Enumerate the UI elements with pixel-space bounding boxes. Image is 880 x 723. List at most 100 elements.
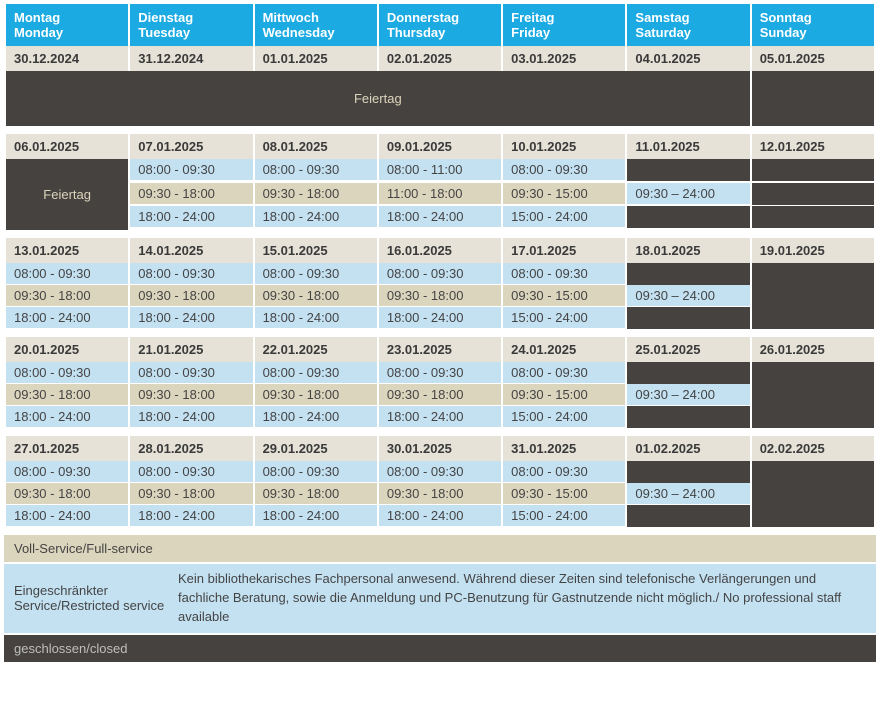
- time-slot: 15:00 - 24:00: [503, 406, 625, 427]
- time-slot: 09:30 - 15:00: [503, 483, 625, 504]
- date-row: 13.01.202514.01.202515.01.202516.01.2025…: [6, 238, 874, 263]
- time-slot: 09:30 - 18:00: [6, 384, 128, 405]
- legend-full-label: Voll-Service/Full-service: [14, 541, 153, 556]
- time-slot: 09:30 - 18:00: [130, 285, 252, 306]
- time-slot: 08:00 - 09:30: [255, 263, 377, 284]
- date-cell: 09.01.2025: [379, 134, 501, 159]
- time-slot: 08:00 - 11:00: [379, 159, 501, 180]
- time-slot: 18:00 - 24:00: [379, 206, 501, 227]
- holiday-label: Feiertag: [6, 71, 750, 126]
- header-tue: DienstagTuesday: [130, 4, 252, 46]
- time-slot: 15:00 - 24:00: [503, 505, 625, 526]
- closed-slot: [752, 183, 874, 205]
- closed-slot: [627, 263, 749, 285]
- closed-slot: [752, 362, 874, 384]
- closed-slot: [752, 483, 874, 505]
- date-row: 30.12.202431.12.202401.01.202502.01.2025…: [6, 46, 874, 71]
- date-cell: 17.01.2025: [503, 238, 625, 263]
- closed-slot: [752, 384, 874, 406]
- date-cell: 22.01.2025: [255, 337, 377, 362]
- header-sun: SonntagSunday: [752, 4, 874, 46]
- time-slot: 18:00 - 24:00: [379, 406, 501, 427]
- time-slot: 18:00 - 24:00: [255, 505, 377, 526]
- date-row: 20.01.202521.01.202522.01.202523.01.2025…: [6, 337, 874, 362]
- header-thu: DonnerstagThursday: [379, 4, 501, 46]
- time-slot: 08:00 - 09:30: [255, 362, 377, 383]
- closed-slot: [752, 307, 874, 329]
- closed-slot: [627, 505, 749, 527]
- spacer-row: [6, 329, 874, 337]
- date-cell: 24.01.2025: [503, 337, 625, 362]
- time-slot: 09:30 - 18:00: [255, 483, 377, 504]
- time-slot: 08:00 - 09:30: [6, 263, 128, 284]
- date-row: 06.01.202507.01.202508.01.202509.01.2025…: [6, 134, 874, 159]
- time-slot: 18:00 - 24:00: [130, 307, 252, 328]
- header-fri: FreitagFriday: [503, 4, 625, 46]
- date-cell: 28.01.2025: [130, 436, 252, 461]
- time-row: 09:30 - 18:0009:30 - 18:0009:30 - 18:000…: [6, 285, 874, 307]
- date-cell: 05.01.2025: [752, 46, 874, 71]
- legend: Voll-Service/Full-service Eingeschränkte…: [4, 535, 876, 662]
- legend-closed: geschlossen/closed: [4, 635, 876, 662]
- time-slot: 09:30 - 18:00: [255, 285, 377, 306]
- closed-slot: [627, 362, 749, 384]
- time-slot: 08:00 - 09:30: [379, 362, 501, 383]
- legend-full-service: Voll-Service/Full-service: [4, 535, 876, 562]
- time-row: Feiertag08:00 - 09:3008:00 - 09:3008:00 …: [6, 159, 874, 183]
- time-row: 09:30 - 18:0009:30 - 18:0011:00 - 18:000…: [6, 183, 874, 207]
- time-slot: 08:00 - 09:30: [503, 461, 625, 482]
- time-slot: 09:30 – 24:00: [627, 285, 749, 306]
- date-cell: 07.01.2025: [130, 134, 252, 159]
- time-slot: 08:00 - 09:30: [130, 461, 252, 482]
- closed-slot: [752, 159, 874, 181]
- time-slot: 08:00 - 09:30: [130, 263, 252, 284]
- time-slot: 09:30 – 24:00: [627, 384, 749, 405]
- time-slot: 09:30 - 18:00: [379, 483, 501, 504]
- time-slot: 18:00 - 24:00: [6, 505, 128, 526]
- closed-slot: [752, 461, 874, 483]
- time-slot: 11:00 - 18:00: [379, 183, 501, 204]
- time-slot: 18:00 - 24:00: [379, 505, 501, 526]
- time-slot: 08:00 - 09:30: [503, 362, 625, 383]
- time-row: 18:00 - 24:0018:00 - 24:0018:00 - 24:001…: [6, 206, 874, 230]
- time-slot: 09:30 - 18:00: [379, 384, 501, 405]
- date-cell: 30.01.2025: [379, 436, 501, 461]
- time-row: 18:00 - 24:0018:00 - 24:0018:00 - 24:001…: [6, 307, 874, 329]
- date-cell: 26.01.2025: [752, 337, 874, 362]
- time-slot: 09:30 - 15:00: [503, 384, 625, 405]
- date-cell: 02.02.2025: [752, 436, 874, 461]
- time-slot: 08:00 - 09:30: [379, 263, 501, 284]
- date-cell: 02.01.2025: [379, 46, 501, 71]
- time-slot: 18:00 - 24:00: [255, 206, 377, 227]
- closed-slot: [752, 505, 874, 527]
- time-slot: 08:00 - 09:30: [255, 159, 377, 180]
- time-slot: 18:00 - 24:00: [255, 307, 377, 328]
- header-sat: SamstagSaturday: [627, 4, 749, 46]
- date-cell: 03.01.2025: [503, 46, 625, 71]
- date-cell: 29.01.2025: [255, 436, 377, 461]
- date-cell: 10.01.2025: [503, 134, 625, 159]
- closed-slot: [627, 406, 749, 428]
- holiday-label: Feiertag: [6, 159, 128, 230]
- date-cell: 14.01.2025: [130, 238, 252, 263]
- date-row: 27.01.202528.01.202529.01.202530.01.2025…: [6, 436, 874, 461]
- header-mon: MontagMonday: [6, 4, 128, 46]
- time-slot: 08:00 - 09:30: [130, 159, 252, 180]
- closed-slot: [627, 159, 749, 181]
- date-cell: 30.12.2024: [6, 46, 128, 71]
- time-slot: 08:00 - 09:30: [130, 362, 252, 383]
- date-cell: 04.01.2025: [627, 46, 749, 71]
- time-slot: 18:00 - 24:00: [130, 206, 252, 227]
- time-slot: 18:00 - 24:00: [255, 406, 377, 427]
- time-slot: 08:00 - 09:30: [503, 263, 625, 284]
- date-cell: 27.01.2025: [6, 436, 128, 461]
- time-slot: 09:30 - 18:00: [130, 183, 252, 204]
- opening-hours-schedule: MontagMonday DienstagTuesday MittwochWed…: [4, 4, 876, 527]
- spacer-row: [6, 428, 874, 436]
- time-row: 09:30 - 18:0009:30 - 18:0009:30 - 18:000…: [6, 384, 874, 406]
- closed-slot: [752, 263, 874, 285]
- header-wed: MittwochWednesday: [255, 4, 377, 46]
- date-cell: 11.01.2025: [627, 134, 749, 159]
- time-row: 18:00 - 24:0018:00 - 24:0018:00 - 24:001…: [6, 406, 874, 428]
- schedule-table: MontagMonday DienstagTuesday MittwochWed…: [4, 4, 876, 527]
